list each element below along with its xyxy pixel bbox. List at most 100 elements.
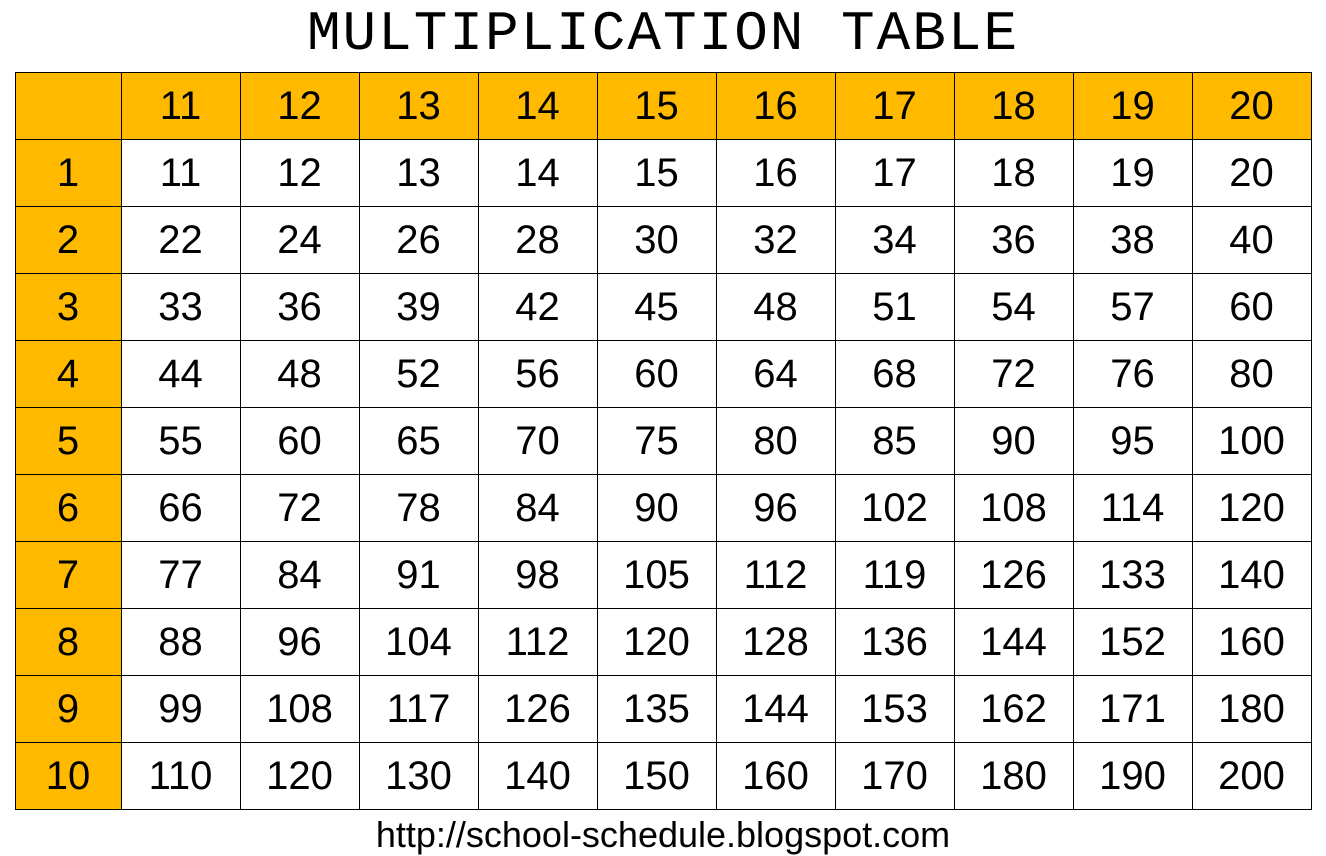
table-cell: 200 [1192, 743, 1311, 810]
row-header: 10 [15, 743, 121, 810]
table-cell: 160 [1192, 609, 1311, 676]
table-cell: 34 [835, 207, 954, 274]
table-cell: 117 [359, 676, 478, 743]
column-header: 11 [121, 73, 240, 140]
column-header: 20 [1192, 73, 1311, 140]
table-cell: 72 [240, 475, 359, 542]
table-cell: 18 [954, 140, 1073, 207]
table-cell: 80 [1192, 341, 1311, 408]
table-cell: 108 [954, 475, 1073, 542]
column-header: 13 [359, 73, 478, 140]
table-cell: 13 [359, 140, 478, 207]
table-cell: 52 [359, 341, 478, 408]
row-header: 9 [15, 676, 121, 743]
table-row: 2 22 24 26 28 30 32 34 36 38 40 [15, 207, 1311, 274]
table-cell: 133 [1073, 542, 1192, 609]
column-header: 17 [835, 73, 954, 140]
table-cell: 40 [1192, 207, 1311, 274]
table-cell: 32 [716, 207, 835, 274]
table-cell: 44 [121, 341, 240, 408]
table-cell: 64 [716, 341, 835, 408]
row-header: 3 [15, 274, 121, 341]
column-header: 14 [478, 73, 597, 140]
table-row: 10 110 120 130 140 150 160 170 180 190 2… [15, 743, 1311, 810]
column-header: 15 [597, 73, 716, 140]
table-cell: 38 [1073, 207, 1192, 274]
table-cell: 11 [121, 140, 240, 207]
table-cell: 68 [835, 341, 954, 408]
table-cell: 96 [240, 609, 359, 676]
table-cell: 88 [121, 609, 240, 676]
table-row: 3 33 36 39 42 45 48 51 54 57 60 [15, 274, 1311, 341]
table-cell: 120 [240, 743, 359, 810]
table-cell: 26 [359, 207, 478, 274]
table-cell: 28 [478, 207, 597, 274]
table-cell: 105 [597, 542, 716, 609]
row-header: 2 [15, 207, 121, 274]
table-cell: 160 [716, 743, 835, 810]
table-cell: 126 [478, 676, 597, 743]
table-row: 1 11 12 13 14 15 16 17 18 19 20 [15, 140, 1311, 207]
column-header: 19 [1073, 73, 1192, 140]
table-cell: 140 [478, 743, 597, 810]
table-cell: 78 [359, 475, 478, 542]
table-cell: 136 [835, 609, 954, 676]
table-cell: 91 [359, 542, 478, 609]
table-cell: 17 [835, 140, 954, 207]
table-cell: 80 [716, 408, 835, 475]
table-cell: 12 [240, 140, 359, 207]
footer-url: http://school-schedule.blogspot.com [376, 814, 950, 856]
table-cell: 57 [1073, 274, 1192, 341]
table-cell: 170 [835, 743, 954, 810]
table-cell: 48 [240, 341, 359, 408]
table-cell: 98 [478, 542, 597, 609]
table-row: 4 44 48 52 56 60 64 68 72 76 80 [15, 341, 1311, 408]
table-cell: 162 [954, 676, 1073, 743]
table-cell: 180 [1192, 676, 1311, 743]
table-cell: 128 [716, 609, 835, 676]
table-cell: 135 [597, 676, 716, 743]
column-header: 18 [954, 73, 1073, 140]
table-cell: 75 [597, 408, 716, 475]
row-header: 8 [15, 609, 121, 676]
table-row: 5 55 60 65 70 75 80 85 90 95 100 [15, 408, 1311, 475]
column-header: 16 [716, 73, 835, 140]
table-cell: 96 [716, 475, 835, 542]
table-cell: 20 [1192, 140, 1311, 207]
table-header-row: 11 12 13 14 15 16 17 18 19 20 [15, 73, 1311, 140]
table-cell: 104 [359, 609, 478, 676]
table-cell: 22 [121, 207, 240, 274]
table-cell: 45 [597, 274, 716, 341]
table-cell: 90 [954, 408, 1073, 475]
table-cell: 60 [240, 408, 359, 475]
table-cell: 95 [1073, 408, 1192, 475]
table-cell: 76 [1073, 341, 1192, 408]
table-row: 6 66 72 78 84 90 96 102 108 114 120 [15, 475, 1311, 542]
table-cell: 84 [478, 475, 597, 542]
table-cell: 153 [835, 676, 954, 743]
table-cell: 102 [835, 475, 954, 542]
row-header: 6 [15, 475, 121, 542]
column-header: 12 [240, 73, 359, 140]
table-cell: 84 [240, 542, 359, 609]
table-cell: 90 [597, 475, 716, 542]
table-cell: 112 [478, 609, 597, 676]
table-cell: 152 [1073, 609, 1192, 676]
table-row: 8 88 96 104 112 120 128 136 144 152 160 [15, 609, 1311, 676]
table-row: 7 77 84 91 98 105 112 119 126 133 140 [15, 542, 1311, 609]
table-cell: 150 [597, 743, 716, 810]
row-header: 5 [15, 408, 121, 475]
table-cell: 60 [1192, 274, 1311, 341]
table-cell: 51 [835, 274, 954, 341]
table-cell: 144 [716, 676, 835, 743]
table-cell: 70 [478, 408, 597, 475]
table-cell: 48 [716, 274, 835, 341]
page-title: MULTIPLICATION TABLE [307, 2, 1019, 66]
table-cell: 77 [121, 542, 240, 609]
table-cell: 119 [835, 542, 954, 609]
table-cell: 120 [597, 609, 716, 676]
table-cell: 100 [1192, 408, 1311, 475]
table-cell: 66 [121, 475, 240, 542]
row-header: 1 [15, 140, 121, 207]
table-cell: 72 [954, 341, 1073, 408]
